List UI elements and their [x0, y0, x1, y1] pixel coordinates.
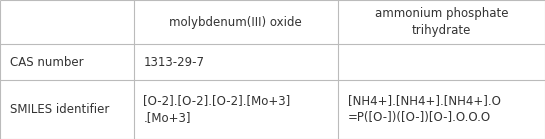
Text: 1313-29-7: 1313-29-7: [143, 56, 204, 69]
Text: CAS number: CAS number: [10, 56, 83, 69]
Text: SMILES identifier: SMILES identifier: [10, 103, 109, 116]
Text: [O-2].[O-2].[O-2].[Mo+3]
.[Mo+3]: [O-2].[O-2].[O-2].[Mo+3] .[Mo+3]: [143, 95, 290, 124]
Text: [NH4+].[NH4+].[NH4+].O
=P([O-])([O-])[O-].O.O.O: [NH4+].[NH4+].[NH4+].O =P([O-])([O-])[O-…: [348, 95, 501, 124]
Text: ammonium phosphate
trihydrate: ammonium phosphate trihydrate: [375, 7, 508, 37]
Text: molybdenum(III) oxide: molybdenum(III) oxide: [169, 16, 302, 29]
